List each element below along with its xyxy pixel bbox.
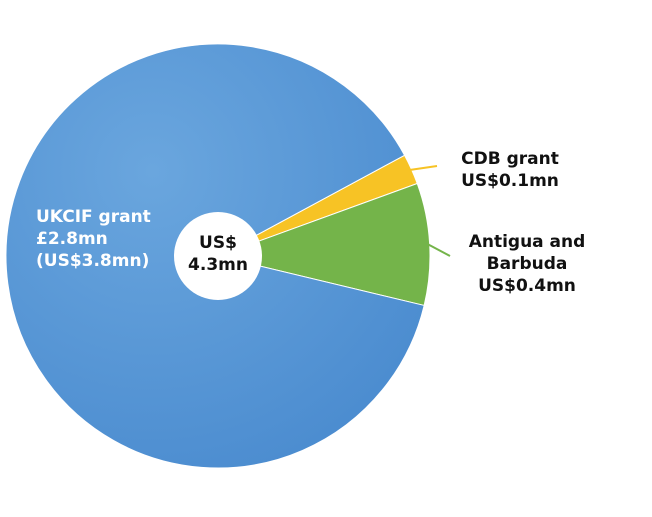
pie-slice bbox=[216, 182, 431, 307]
value-label: US$0.1mn bbox=[461, 171, 559, 191]
value-label: US$0.4mn bbox=[478, 276, 576, 296]
slice-label: UKCIF grant £2.8mn (US$3.8mn) bbox=[36, 206, 166, 272]
center-label: US$ 4.3mn bbox=[188, 233, 248, 275]
category-label: UKCIF grant bbox=[36, 207, 151, 227]
slice-label: Antigua and Barbuda US$0.4mn bbox=[462, 231, 592, 297]
category-label: Antigua and Barbuda bbox=[468, 232, 586, 274]
slice-label: CDB grant US$0.1mn bbox=[452, 148, 568, 192]
leader-line bbox=[427, 243, 451, 257]
category-label: CDB grant bbox=[461, 149, 559, 169]
leader-line bbox=[409, 165, 438, 171]
center-circle bbox=[174, 212, 262, 300]
value-label: £2.8mn (US$3.8mn) bbox=[36, 229, 150, 271]
